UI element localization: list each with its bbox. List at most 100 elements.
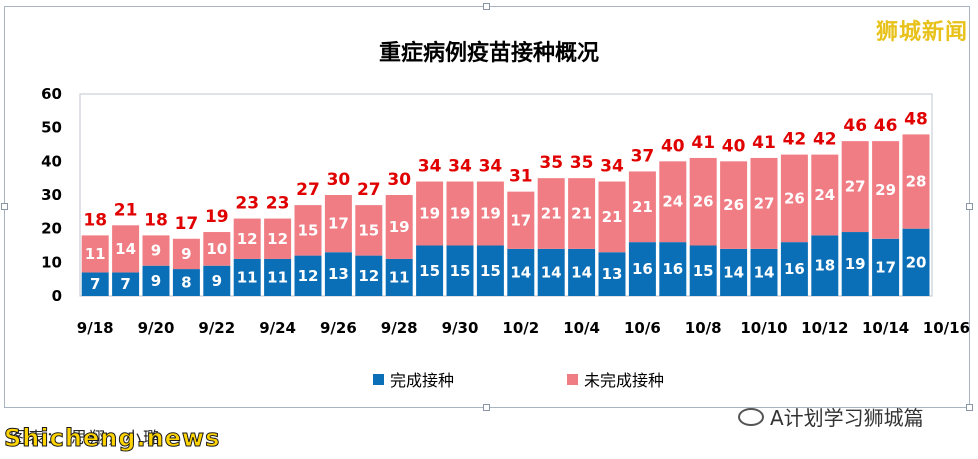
bar-completed	[598, 252, 626, 296]
y-tick-label: 60	[41, 85, 62, 103]
bar-not-completed	[81, 235, 109, 273]
data-label-completed: 11	[267, 268, 288, 286]
data-label-total: 40	[722, 136, 746, 156]
bar-not-completed	[841, 141, 869, 233]
data-label-total: 35	[570, 153, 594, 173]
x-tick-label: 10/2	[502, 319, 539, 337]
bar-not-completed	[264, 218, 292, 259]
bar-not-completed	[294, 205, 322, 256]
data-label-total: 40	[661, 136, 685, 156]
data-label-total: 46	[843, 116, 867, 136]
data-label-total: 18	[144, 210, 168, 230]
bar-not-completed	[872, 141, 900, 239]
x-tick-label: 9/24	[259, 319, 296, 337]
data-label-not-completed: 15	[298, 221, 319, 239]
legend-swatch-completed	[373, 374, 384, 385]
bar-not-completed	[355, 205, 383, 256]
wechat-account-name: A计划学习狮城篇	[770, 406, 924, 430]
bar-completed	[203, 265, 231, 296]
bar-completed	[659, 242, 687, 296]
data-label-not-completed: 17	[510, 211, 531, 229]
data-label-completed: 15	[419, 262, 440, 280]
y-tick-label: 0	[52, 287, 62, 305]
bar-completed	[264, 258, 292, 296]
resize-handle-bottom[interactable]	[483, 404, 490, 411]
data-label-not-completed: 12	[267, 230, 288, 248]
y-tick-label: 20	[41, 220, 62, 238]
data-label-total: 46	[874, 116, 898, 136]
x-tick-label: 9/20	[138, 319, 175, 337]
bar-not-completed	[689, 157, 717, 246]
x-tick-label: 10/14	[862, 319, 909, 337]
chart-title: 重症病例疫苗接种概况	[379, 40, 599, 66]
data-label-completed: 14	[723, 263, 744, 281]
data-label-total: 27	[357, 180, 381, 200]
data-label-total: 42	[783, 130, 807, 150]
bar-completed	[507, 248, 535, 296]
data-label-total: 30	[327, 170, 351, 190]
data-label-total: 34	[479, 157, 503, 177]
bar-not-completed	[385, 195, 413, 259]
bar-completed	[872, 238, 900, 296]
bar-not-completed	[902, 134, 930, 229]
bar-completed	[780, 242, 808, 296]
bar-not-completed	[233, 218, 261, 259]
data-label-not-completed: 19	[450, 205, 471, 223]
wechat-account: A计划学习狮城篇	[738, 402, 924, 431]
x-tick-label: 10/6	[624, 319, 661, 337]
resize-handle-bottom-right[interactable]	[966, 404, 973, 411]
bar-completed	[324, 252, 352, 296]
x-tick-label: 9/26	[320, 319, 357, 337]
data-label-not-completed: 19	[389, 218, 410, 236]
data-label-completed: 11	[237, 268, 258, 286]
data-label-total: 17	[175, 214, 199, 234]
data-label-total: 27	[296, 180, 320, 200]
x-tick-label: 9/28	[381, 319, 418, 337]
site-watermark: Shicheng.news	[3, 424, 221, 453]
x-tick-label: 10/8	[685, 319, 722, 337]
data-label-completed: 17	[875, 258, 896, 276]
data-label-completed: 16	[632, 260, 653, 278]
x-tick-label: 10/4	[563, 319, 600, 337]
bar-completed	[750, 248, 778, 296]
bar-completed	[142, 265, 170, 296]
bar-not-completed	[811, 154, 839, 236]
data-label-completed: 13	[602, 265, 623, 283]
data-label-total: 42	[813, 130, 837, 150]
bar-not-completed	[720, 161, 748, 249]
bar-not-completed	[324, 195, 352, 253]
wechat-icon	[738, 407, 764, 426]
resize-handle-top[interactable]	[483, 3, 490, 10]
data-label-total: 34	[418, 157, 442, 177]
data-label-completed: 9	[212, 272, 222, 290]
data-label-not-completed: 9	[181, 245, 191, 263]
bars	[81, 134, 930, 296]
resize-handle-left[interactable]	[1, 203, 8, 210]
data-label-not-completed: 12	[237, 230, 258, 248]
bar-not-completed	[628, 171, 656, 243]
resize-handle-right[interactable]	[966, 203, 973, 210]
data-labels: 7 11 18 7 14 21 9 9 18 8 9 17 9 10 19 11 12 23 11 12 23 12 15 2…	[83, 109, 927, 293]
data-label-completed: 12	[298, 267, 319, 285]
data-label-total: 21	[114, 200, 138, 220]
y-tick-label: 50	[41, 119, 62, 137]
data-label-completed: 14	[541, 263, 562, 281]
data-label-not-completed: 26	[784, 189, 805, 207]
data-label-not-completed: 21	[541, 205, 562, 223]
bar-completed	[172, 269, 200, 296]
data-label-not-completed: 29	[875, 181, 896, 199]
data-label-completed: 8	[181, 274, 191, 292]
data-label-total: 41	[752, 133, 776, 153]
bar-completed	[112, 272, 140, 296]
data-label-completed: 15	[693, 262, 714, 280]
data-label-completed: 7	[120, 275, 130, 293]
bar-not-completed	[598, 181, 626, 253]
data-label-completed: 12	[358, 267, 379, 285]
data-label-total: 41	[691, 133, 715, 153]
x-tick-label: 10/12	[801, 319, 848, 337]
data-label-not-completed: 21	[571, 205, 592, 223]
data-label-completed: 16	[784, 260, 805, 278]
data-label-total: 37	[631, 146, 655, 166]
data-label-completed: 14	[510, 263, 531, 281]
